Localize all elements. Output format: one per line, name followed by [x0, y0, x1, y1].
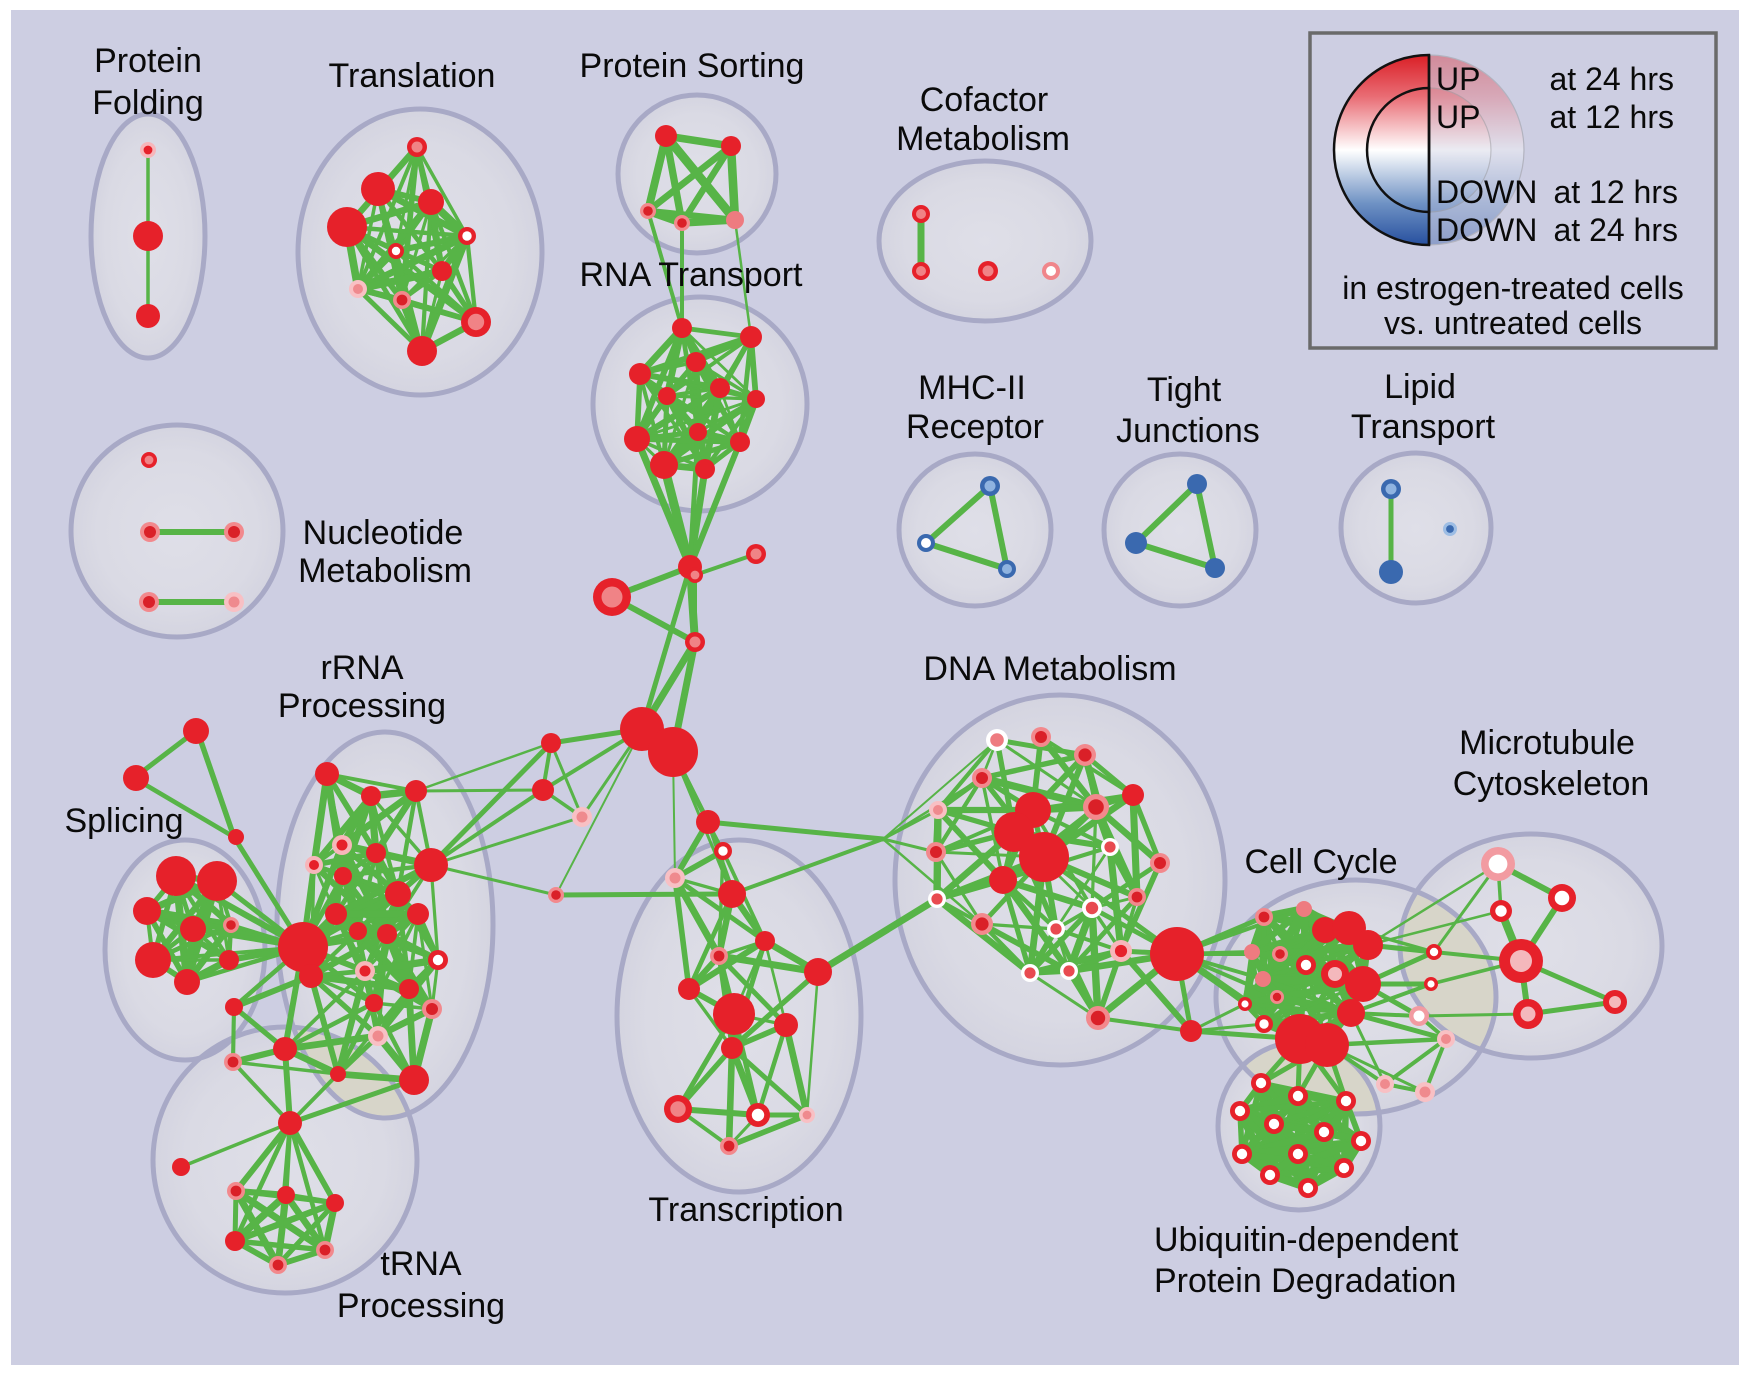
svg-text:Protein Sorting: Protein Sorting [580, 47, 805, 85]
svg-text:Ubiquitin-dependent: Ubiquitin-dependent [1154, 1221, 1459, 1259]
svg-text:Protein: Protein [94, 42, 202, 80]
svg-text:DOWN: DOWN [1436, 174, 1537, 210]
svg-text:Microtubule: Microtubule [1459, 724, 1635, 762]
svg-text:rRNA: rRNA [320, 649, 403, 687]
svg-text:Metabolism: Metabolism [298, 552, 472, 590]
svg-text:vs. untreated cells: vs. untreated cells [1384, 305, 1642, 341]
svg-text:Junctions: Junctions [1116, 412, 1260, 450]
svg-text:Tight: Tight [1147, 371, 1222, 409]
svg-text:Processing: Processing [337, 1287, 505, 1325]
svg-text:Cofactor: Cofactor [920, 81, 1049, 119]
svg-text:Splicing: Splicing [64, 802, 183, 840]
svg-text:Folding: Folding [92, 84, 204, 122]
svg-text:RNA Transport: RNA Transport [580, 256, 804, 294]
svg-text:Nucleotide: Nucleotide [303, 514, 464, 552]
svg-text:Transcription: Transcription [648, 1191, 843, 1229]
svg-text:in estrogen-treated cells: in estrogen-treated cells [1342, 270, 1684, 306]
svg-text:Cell Cycle: Cell Cycle [1244, 843, 1397, 881]
svg-text:Processing: Processing [278, 687, 446, 725]
svg-text:Transport: Transport [1351, 408, 1496, 446]
svg-text:UP: UP [1436, 61, 1480, 97]
svg-text:Metabolism: Metabolism [896, 120, 1070, 158]
svg-text:Receptor: Receptor [906, 408, 1044, 446]
svg-text:Lipid: Lipid [1384, 368, 1456, 406]
svg-text:tRNA: tRNA [380, 1245, 462, 1283]
svg-text:DNA Metabolism: DNA Metabolism [923, 650, 1176, 688]
svg-text:at 24 hrs: at 24 hrs [1553, 212, 1678, 248]
svg-text:MHC-II: MHC-II [918, 369, 1026, 407]
svg-text:Protein Degradation: Protein Degradation [1154, 1262, 1456, 1300]
svg-text:Translation: Translation [329, 57, 496, 95]
svg-text:UP: UP [1436, 99, 1480, 135]
svg-text:at 12 hrs: at 12 hrs [1553, 174, 1678, 210]
svg-text:at 24 hrs: at 24 hrs [1549, 61, 1674, 97]
svg-text:Cytoskeleton: Cytoskeleton [1453, 765, 1650, 803]
svg-text:DOWN: DOWN [1436, 212, 1537, 248]
svg-text:at 12 hrs: at 12 hrs [1549, 99, 1674, 135]
